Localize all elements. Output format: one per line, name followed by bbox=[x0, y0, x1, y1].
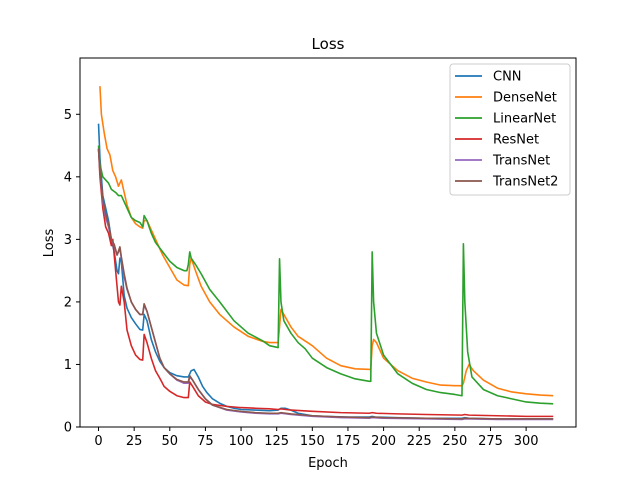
x-tick-label: 75 bbox=[197, 434, 214, 449]
axes-layer: 0 25 50 75 100 125 150 175 200 225 250 275 300 0 1 2 3 4 5 bbox=[64, 108, 539, 449]
y-tick-label: 4 bbox=[64, 170, 72, 185]
x-tick-label: 300 bbox=[514, 434, 539, 449]
x-tick-label: 275 bbox=[478, 434, 503, 449]
y-tick-label: 3 bbox=[64, 233, 72, 248]
legend: CNN DenseNet LinearNet ResNet TransNet TransN… bbox=[449, 63, 571, 196]
series-line-resnet bbox=[97, 148, 554, 418]
x-tick-label: 125 bbox=[264, 434, 289, 449]
y-axis-label: Loss bbox=[42, 229, 57, 258]
legend-label-cnn: CNN bbox=[493, 70, 522, 85]
x-tick-label: 100 bbox=[229, 434, 254, 449]
y-tick-label: 0 bbox=[64, 421, 72, 436]
x-tick-label: 175 bbox=[336, 434, 361, 449]
x-tick-label: 200 bbox=[371, 434, 396, 449]
y-tick-label: 1 bbox=[64, 358, 72, 373]
x-axis-label: Epoch bbox=[308, 456, 348, 471]
y-tick-label: 5 bbox=[64, 108, 72, 123]
plot-border bbox=[79, 57, 577, 428]
series-line-linearnet bbox=[97, 145, 554, 405]
series-line-transnet2 bbox=[97, 148, 554, 420]
x-tick-label: 150 bbox=[300, 434, 325, 449]
x-tick-label: 250 bbox=[442, 434, 467, 449]
x-tick-label: 225 bbox=[407, 434, 432, 449]
chart-title: Loss bbox=[312, 35, 345, 53]
legend-label-resnet: ResNet bbox=[493, 133, 539, 148]
series-line-densenet bbox=[99, 86, 554, 397]
y-tick-label: 2 bbox=[64, 295, 72, 310]
legend-label-transnet2: TransNet2 bbox=[492, 175, 558, 190]
legend-label-transnet: TransNet bbox=[492, 154, 550, 169]
x-tick-label: 50 bbox=[162, 434, 179, 449]
legend-label-linearnet: LinearNet bbox=[493, 112, 556, 127]
legend-label-densenet: DenseNet bbox=[493, 91, 557, 106]
x-tick-label: 25 bbox=[126, 434, 143, 449]
x-tick-label: 0 bbox=[94, 434, 102, 449]
series-layer bbox=[97, 86, 554, 421]
